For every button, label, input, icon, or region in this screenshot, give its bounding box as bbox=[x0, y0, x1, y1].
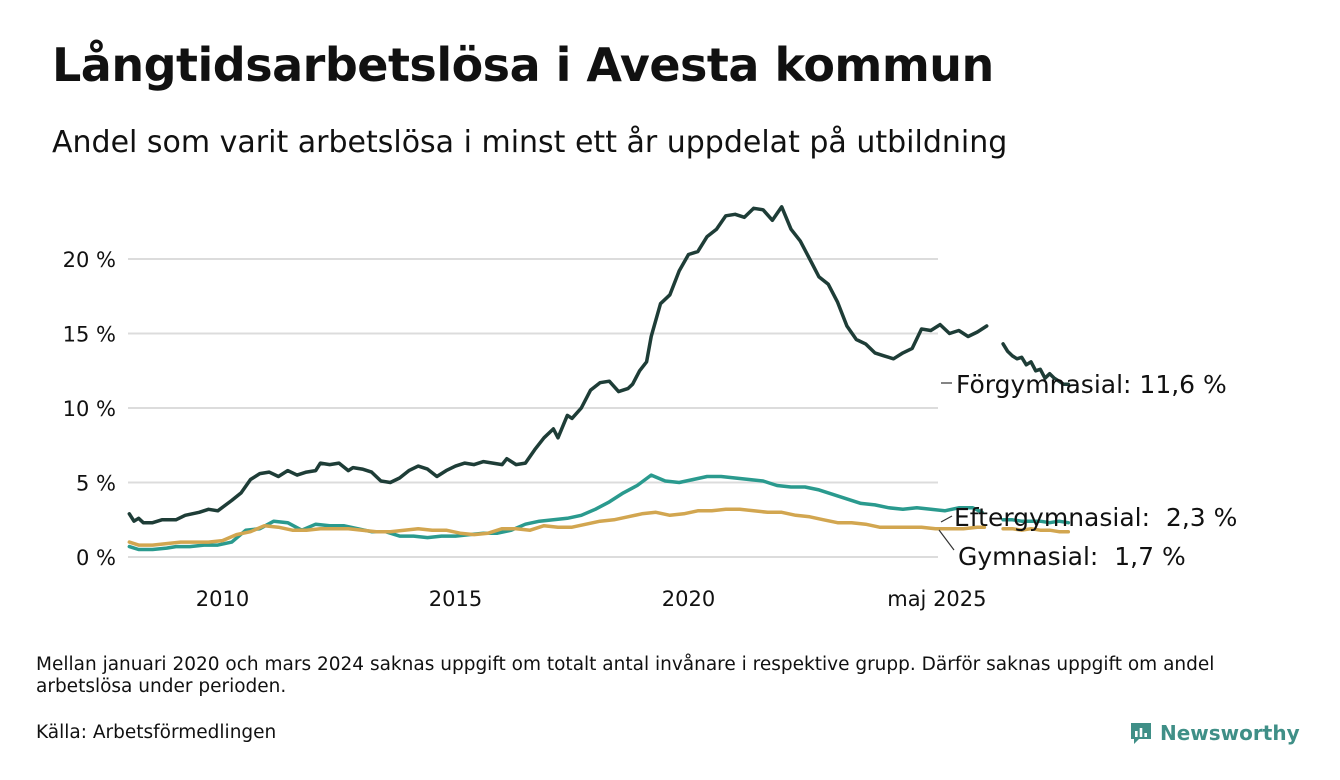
x-tick-label: 2015 bbox=[429, 587, 482, 611]
series-lines bbox=[127, 205, 1071, 552]
brand-name: Newsworthy bbox=[1160, 721, 1300, 745]
series-end-label: Förgymnasial: 11,6 % bbox=[956, 370, 1227, 399]
y-tick-label: 0 % bbox=[76, 546, 116, 570]
y-tick-label: 5 % bbox=[76, 472, 116, 496]
gridlines bbox=[128, 258, 938, 558]
y-tick-label: 15 % bbox=[63, 323, 116, 347]
chart-subtitle: Andel som varit arbetslösa i minst ett å… bbox=[52, 125, 1008, 160]
x-tick-label: 2020 bbox=[662, 587, 715, 611]
series-line bbox=[1001, 342, 1071, 386]
brand-logo: Newsworthy bbox=[1128, 716, 1300, 750]
line-chart: 0 %5 %10 %15 %20 % 2010 2015 2020 maj 2025 … bbox=[63, 205, 1237, 611]
series-line bbox=[127, 205, 989, 525]
series-line bbox=[1001, 518, 1071, 525]
chart-title: Långtidsarbetslösa i Avesta kommun bbox=[52, 38, 994, 92]
label-leader bbox=[938, 529, 955, 551]
footnote: Mellan januari 2020 och mars 2024 saknas… bbox=[36, 654, 1215, 697]
x-tick-label: 2010 bbox=[196, 587, 249, 611]
series-line bbox=[127, 507, 987, 547]
source-label: Källa: Arbetsförmedlingen bbox=[36, 722, 277, 743]
y-tick-label: 10 % bbox=[63, 397, 116, 421]
series-end-label: Gymnasial: 1,7 % bbox=[958, 542, 1186, 571]
chart-bubble-icon bbox=[1131, 723, 1151, 744]
series-line bbox=[127, 473, 984, 552]
y-axis-ticks: 0 % 5 % 10 % 15 % 20 % bbox=[63, 248, 116, 570]
end-labels: Förgymnasial: 11,6 % Eftergymnasial: 2,3 … bbox=[938, 370, 1237, 571]
y-tick-label: 20 % bbox=[63, 248, 116, 272]
x-axis-ticks: 2010 2015 2020 maj 2025 bbox=[196, 587, 987, 611]
series-end-label: Eftergymnasial: 2,3 % bbox=[954, 503, 1237, 532]
x-tick-label: maj 2025 bbox=[887, 587, 986, 611]
label-leader bbox=[940, 515, 953, 523]
series-line bbox=[1001, 526, 1071, 534]
